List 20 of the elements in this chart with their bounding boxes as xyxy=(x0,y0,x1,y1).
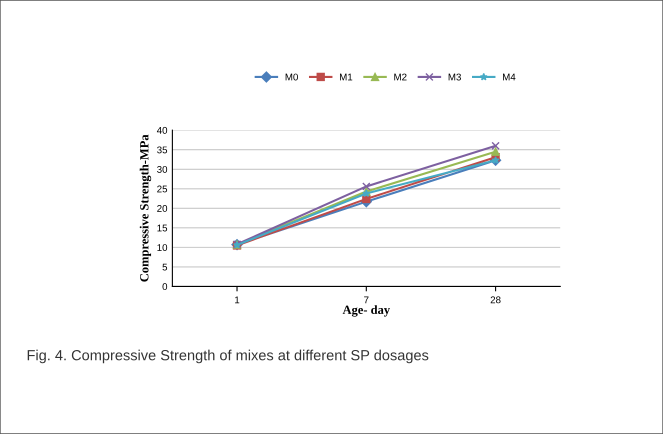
y-tick-label: 5 xyxy=(162,264,168,271)
y-tick-label: 10 xyxy=(157,244,168,251)
x-tick-label: 1 xyxy=(235,296,240,304)
y-axis-title: Compressive Strength-MPa xyxy=(140,134,152,282)
y-tick-label: 25 xyxy=(157,186,168,192)
y-tick-label: 30 xyxy=(157,166,168,173)
x-tick-label: 28 xyxy=(490,296,501,304)
legend-label: M2 xyxy=(394,74,407,80)
y-tick-label: 35 xyxy=(157,146,168,154)
x-tick-label: 7 xyxy=(364,296,369,304)
legend-label: M3 xyxy=(448,74,461,80)
caption: Fig. 4. Compressive Strength of mixes at different SP dosages xyxy=(28,350,428,364)
y-tick-label: 40 xyxy=(156,126,168,134)
legend-label: M4 xyxy=(503,74,516,80)
x-axis-title: Age- day xyxy=(342,305,390,317)
legend-label: M0 xyxy=(286,74,298,80)
legend-label: M1 xyxy=(340,74,352,80)
y-tick-label: 20 xyxy=(157,205,168,212)
y-tick-label: 15 xyxy=(157,224,168,232)
y-tick-label: 0 xyxy=(162,283,168,290)
